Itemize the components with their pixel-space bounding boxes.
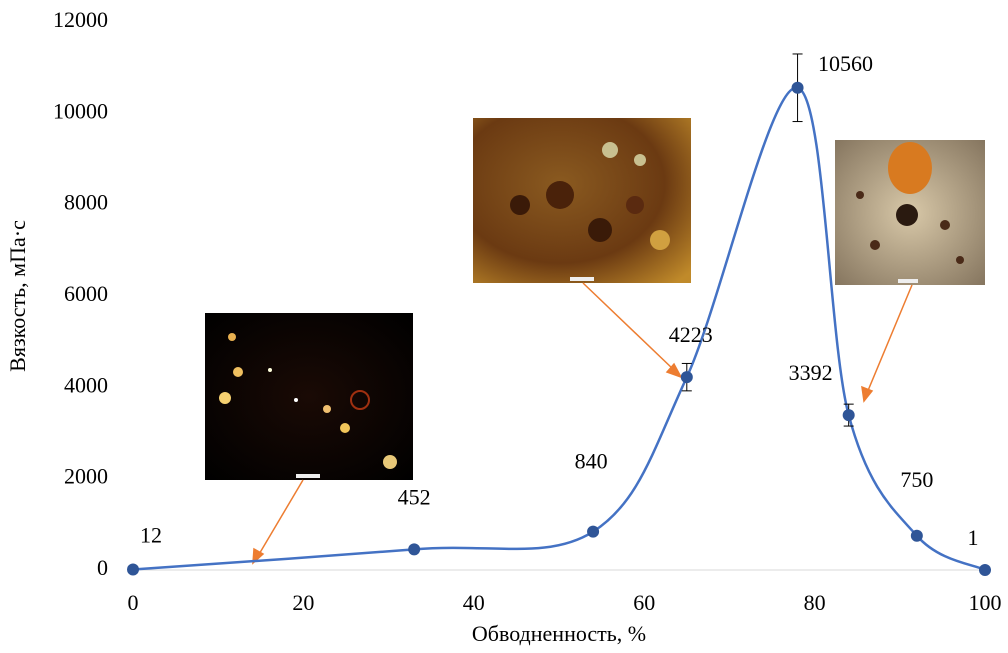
- x-tick-label: 100: [969, 590, 1002, 615]
- y-tick-label: 4000: [64, 372, 108, 397]
- micrograph-2: [473, 118, 691, 283]
- y-tick-label: 2000: [64, 464, 108, 489]
- data-label: 3392: [789, 360, 833, 385]
- y-tick-label: 6000: [64, 281, 108, 306]
- x-tick-label: 0: [128, 590, 139, 615]
- y-tick-label: 12000: [53, 7, 108, 32]
- x-tick-label: 20: [292, 590, 314, 615]
- data-label: 1: [968, 525, 979, 550]
- micrograph-1: [205, 313, 413, 480]
- x-tick-label: 40: [463, 590, 485, 615]
- data-label: 4223: [669, 322, 713, 347]
- x-tick-label: 80: [804, 590, 826, 615]
- y-tick-label: 10000: [53, 98, 108, 123]
- data-point: [979, 564, 991, 576]
- data-point: [843, 409, 855, 421]
- x-tick-label: 60: [633, 590, 655, 615]
- y-tick-label: 8000: [64, 190, 108, 215]
- data-point: [127, 563, 139, 575]
- data-point: [911, 530, 923, 542]
- data-point: [408, 543, 420, 555]
- data-point: [681, 371, 693, 383]
- x-axis-label: Обводненность, %: [472, 621, 646, 646]
- data-label: 10560: [818, 51, 873, 76]
- data-label: 750: [900, 467, 933, 492]
- y-tick-label: 0: [97, 555, 108, 580]
- chart: Обводненность, % Вязкость, мПа·с 0 2000 40…: [0, 0, 1008, 653]
- data-label: 840: [575, 449, 608, 474]
- data-label: 452: [398, 484, 431, 509]
- data-label: 12: [140, 522, 162, 547]
- data-point: [792, 82, 804, 94]
- data-point: [587, 526, 599, 538]
- micrograph-3: [835, 140, 985, 285]
- y-axis-label: Вязкость, мПа·с: [5, 220, 30, 372]
